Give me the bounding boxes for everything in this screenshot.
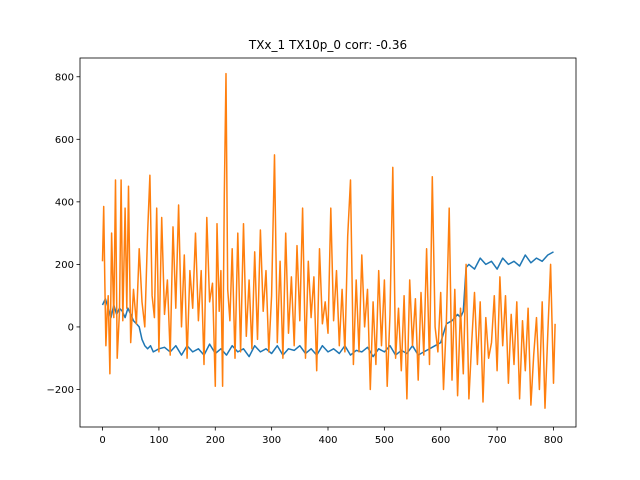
x-tick-label: 700 (488, 435, 507, 446)
series-layer (101, 72, 556, 409)
y-tick-label: 600 (55, 135, 74, 146)
x-tick-label: 800 (544, 435, 563, 446)
x-axis-ticks: 0 100 200 300 400 500 600 700 800 (99, 427, 563, 446)
series-line-tx10p-0 (101, 72, 556, 409)
x-tick-label: 0 (99, 435, 105, 446)
series-line-txx-1 (101, 251, 554, 358)
y-tick-label: −200 (47, 385, 74, 396)
x-tick-label: 300 (262, 435, 281, 446)
x-tick-label: 500 (375, 435, 394, 446)
y-tick-label: 0 (68, 322, 74, 333)
x-tick-label: 400 (318, 435, 337, 446)
x-tick-label: 600 (431, 435, 450, 446)
chart-title: TXx_1 TX10p_0 corr: -0.36 (248, 38, 407, 52)
x-tick-label: 100 (149, 435, 168, 446)
y-tick-label: 800 (55, 72, 74, 83)
y-tick-label: 400 (55, 197, 74, 208)
y-axis-ticks: −200 0 200 400 600 800 (47, 72, 80, 396)
x-tick-label: 200 (206, 435, 225, 446)
y-tick-label: 200 (55, 260, 74, 271)
